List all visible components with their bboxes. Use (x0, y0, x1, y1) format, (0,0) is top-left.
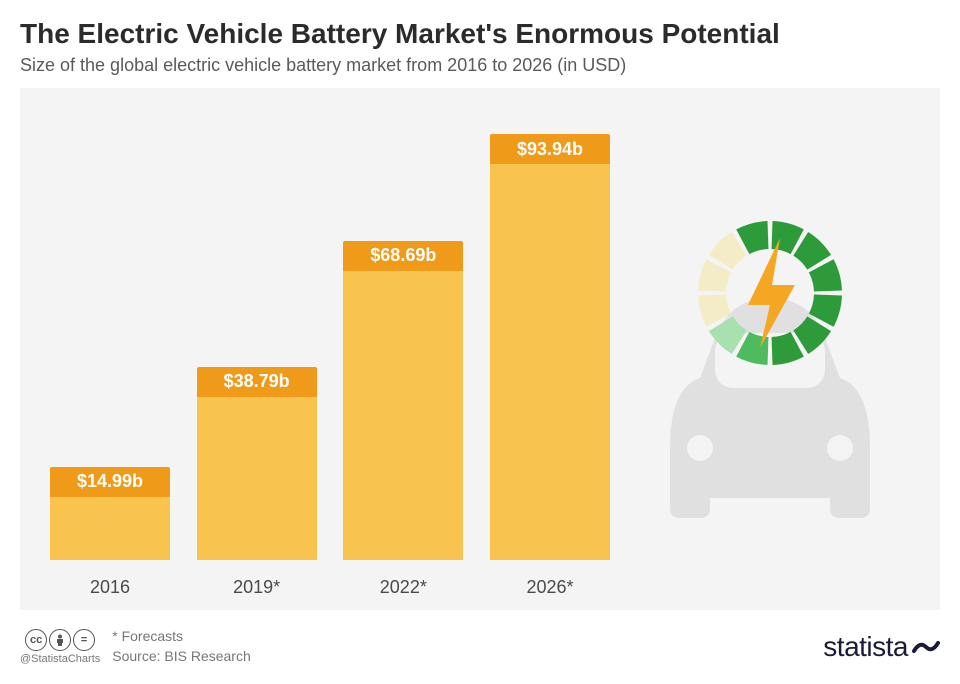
bars-wrap: $14.99b $38.79b $68.69b $93.94b (50, 130, 610, 560)
bar-group: $38.79b (197, 367, 317, 560)
statista-wave-icon (912, 633, 940, 661)
bar (197, 397, 317, 560)
chart-area: $14.99b$38.79b$68.69b$93.94b 20162019*20… (20, 88, 940, 610)
footer: cc = @StatistaCharts * Forecasts Source:… (20, 619, 940, 674)
by-icon (49, 629, 71, 651)
x-axis-labels: 2016 2019* 2022* 2026* (50, 577, 610, 598)
cc-icon: cc (25, 629, 47, 651)
statista-handle: @StatistaCharts (20, 653, 100, 665)
bar-value-label: $68.69b (343, 241, 463, 271)
cc-license-block: cc = @StatistaCharts (20, 629, 100, 665)
nd-icon: = (73, 629, 95, 651)
forecasts-note: * Forecasts (112, 627, 251, 647)
bar-group: $14.99b (50, 467, 170, 560)
chart-container: The Electric Vehicle Battery Market's En… (0, 0, 960, 684)
x-axis-label: 2019* (197, 577, 317, 598)
x-axis-label: 2026* (490, 577, 610, 598)
footer-left: cc = @StatistaCharts * Forecasts Source:… (20, 627, 251, 666)
bar-value-label: $38.79b (197, 367, 317, 397)
source-line: Source: BIS Research (112, 647, 251, 667)
statista-logo: statista (823, 631, 940, 663)
ev-illustration (640, 188, 900, 548)
bar-group: $68.69b (343, 241, 463, 560)
bar (343, 271, 463, 560)
bar-group: $93.94b (490, 134, 610, 560)
x-axis-label: 2016 (50, 577, 170, 598)
bar (490, 164, 610, 560)
car-icon (670, 298, 870, 518)
bar-value-label: $14.99b (50, 467, 170, 497)
header: The Electric Vehicle Battery Market's En… (0, 0, 960, 84)
bar (50, 497, 170, 560)
chart-title: The Electric Vehicle Battery Market's En… (20, 16, 940, 51)
footer-text: * Forecasts Source: BIS Research (112, 627, 251, 666)
bar-value-label: $93.94b (490, 134, 610, 164)
chart-subtitle: Size of the global electric vehicle batt… (20, 55, 940, 76)
x-axis-label: 2022* (343, 577, 463, 598)
